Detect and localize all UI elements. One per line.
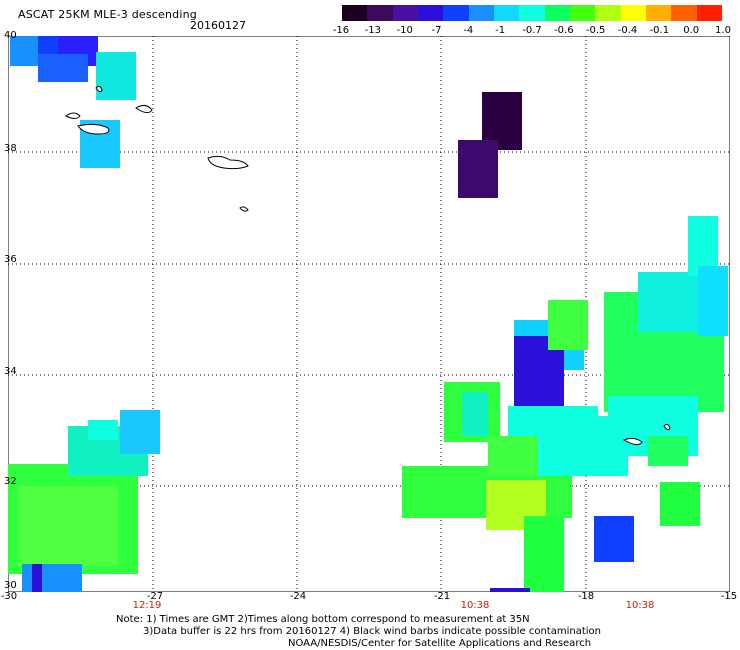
wind-data-patch	[594, 516, 634, 562]
island-porto-santo	[663, 423, 671, 431]
wind-data-patch	[488, 436, 538, 476]
island-santa-maria	[207, 155, 249, 170]
colorbar-swatch	[392, 5, 418, 21]
lat-label-40: 40	[4, 30, 17, 41]
colorbar-swatch	[417, 5, 444, 21]
time-label-2: 10:38	[460, 600, 490, 611]
wind-data-patch	[38, 54, 88, 82]
time-label-3: 10:38	[625, 600, 655, 611]
wind-data-patch	[490, 588, 530, 592]
wind-data-patch	[120, 410, 160, 454]
island-azores-3	[135, 104, 153, 114]
lon-label-15: -15	[720, 591, 738, 602]
colorbar-label: -0.1	[649, 25, 670, 36]
island-azores-1	[65, 112, 81, 119]
island-azores-2	[77, 123, 110, 135]
wind-data-patch	[524, 516, 564, 592]
colorbar-label: 0.0	[683, 25, 700, 36]
colorbar-label: -0.5	[585, 25, 606, 36]
colorbar-swatch	[696, 5, 722, 21]
colorbar-label: -16	[332, 25, 350, 36]
lon-label-24: -24	[289, 591, 307, 602]
wind-data-patch	[18, 486, 118, 566]
colorbar-label: -13	[364, 25, 381, 36]
map-panel	[8, 36, 730, 592]
note-line-3: NOAA/NESDIS/Center for Satellite Applica…	[288, 638, 592, 649]
lat-label-32: 32	[4, 476, 17, 487]
grid-lines	[8, 36, 730, 592]
colorbar-swatch	[620, 5, 646, 21]
coastlines	[65, 85, 671, 446]
lat-label-38: 38	[4, 143, 17, 154]
colorbar-label: 1.0	[715, 25, 731, 36]
island-small-1	[239, 206, 249, 212]
note-line-1: Note: 1) Times are GMT 2)Times along bot…	[116, 614, 530, 625]
lon-label-21: -21	[433, 591, 451, 602]
data-patches	[8, 36, 728, 592]
colorbar-label: -10	[396, 25, 413, 36]
island-madeira	[622, 437, 643, 446]
colorbar-swatch	[519, 5, 545, 21]
wind-data-patch	[548, 300, 588, 350]
colorbar-label: -0.7	[522, 25, 542, 36]
colorbar-swatch	[443, 5, 469, 21]
colorbar-swatch	[493, 5, 520, 21]
colorbar	[342, 5, 722, 21]
lat-label-30: 30	[4, 580, 17, 591]
colorbar-label: -0.6	[554, 25, 574, 36]
colorbar-swatch	[544, 5, 570, 21]
wind-data-patch	[462, 392, 488, 436]
colorbar-swatch	[367, 5, 393, 21]
wind-data-patch	[648, 436, 688, 466]
colorbar-swatch	[645, 5, 672, 21]
wind-data-patch	[10, 36, 38, 66]
colorbar-labels: -16 -13 -10 -7 -4 -1 -0.7 -0.6 -0.5 -0.4 -0.1 0.0 1.…	[326, 25, 738, 39]
lon-label-27: -27	[146, 591, 164, 602]
colorbar-swatch	[569, 5, 596, 21]
island-azores-4	[95, 85, 103, 93]
chart-title: ASCAT 25KM MLE-3 descending	[18, 8, 197, 21]
colorbar-label: -1	[495, 25, 506, 36]
wind-data-patch	[660, 482, 700, 526]
wind-data-patch	[698, 266, 728, 336]
colorbar-swatch	[342, 5, 368, 21]
wind-data-patch	[32, 564, 42, 592]
colorbar-swatch	[671, 5, 697, 21]
colorbar-label: -0.4	[617, 25, 638, 36]
lon-label-18: -18	[577, 591, 595, 602]
colorbar-label: -7	[431, 25, 442, 36]
colorbar-label: -4	[463, 25, 474, 36]
wind-data-patch	[96, 52, 136, 100]
wind-data-patch	[22, 564, 82, 592]
note-line-2: 3)Data buffer is 22 hrs from 20160127 4)…	[143, 626, 601, 637]
lat-label-36: 36	[4, 254, 17, 265]
colorbar-swatch	[468, 5, 494, 21]
time-label-1: 12:19	[132, 600, 162, 611]
wind-data-patch	[458, 140, 498, 198]
lon-label-30: -30	[0, 591, 18, 602]
lat-label-34: 34	[4, 366, 17, 377]
chart-date: 20160127	[190, 19, 246, 32]
colorbar-swatch	[595, 5, 621, 21]
wind-data-patch	[88, 420, 118, 440]
